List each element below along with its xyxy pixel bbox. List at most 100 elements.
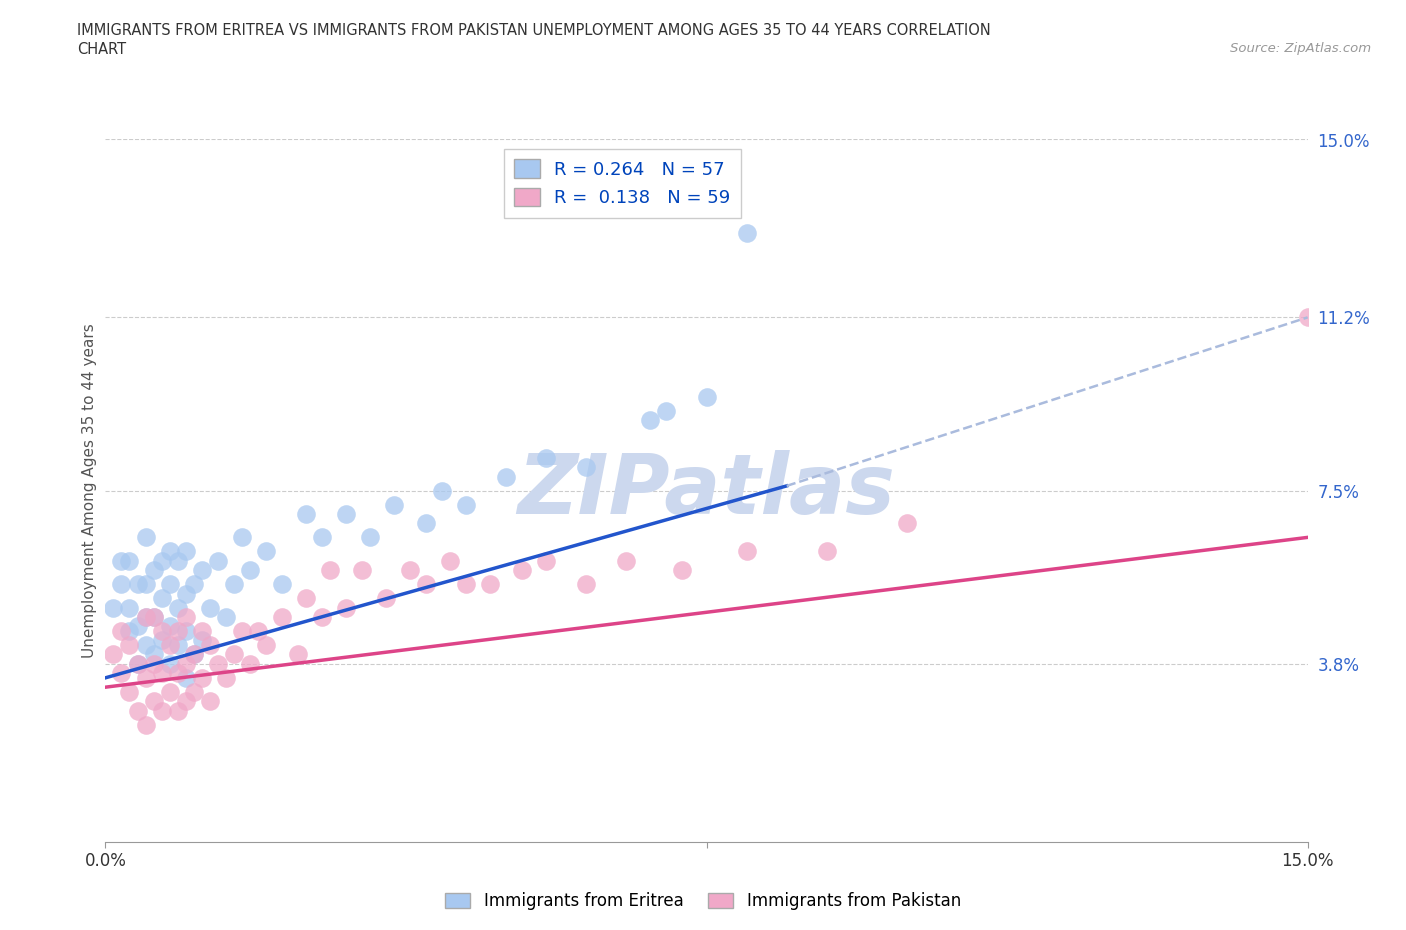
Point [270,577,292,591]
Point [150,553,173,568]
Point [735,544,758,559]
Point [534,553,557,568]
Point [399,563,422,578]
Point [335,507,357,522]
Point [174,624,197,639]
Point [222,647,245,662]
Point [239,563,262,578]
Point [150,703,173,718]
Point [150,633,173,648]
Point [159,544,181,559]
Legend: R = 0.264   N = 57, R =  0.138   N = 59: R = 0.264 N = 57, R = 0.138 N = 59 [503,149,741,218]
Point [311,609,333,624]
Point [415,516,437,531]
Point [166,624,188,639]
Point [231,624,253,639]
Point [159,577,181,591]
Point [374,591,398,605]
Point [575,577,598,591]
Point [495,469,517,484]
Point [127,577,149,591]
Point [254,638,277,653]
Point [174,609,197,624]
Point [118,684,141,699]
Point [150,624,173,639]
Text: CHART: CHART [77,42,127,57]
Point [198,638,221,653]
Point [110,577,132,591]
Point [198,600,221,615]
Point [246,624,269,639]
Y-axis label: Unemployment Among Ages 35 to 44 years: Unemployment Among Ages 35 to 44 years [82,324,97,658]
Point [118,600,141,615]
Point [166,600,188,615]
Point [454,498,477,512]
Point [142,647,165,662]
Point [183,684,205,699]
Point [183,577,205,591]
Point [159,684,181,699]
Point [190,633,212,648]
Point [159,618,181,633]
Point [103,647,125,662]
Point [142,563,165,578]
Point [430,484,453,498]
Point [103,600,125,615]
Point [142,694,165,709]
Point [142,609,165,624]
Point [135,671,157,685]
Point [135,530,157,545]
Point [183,647,205,662]
Point [174,544,197,559]
Point [127,657,149,671]
Point [150,591,173,605]
Point [174,671,197,685]
Point [127,618,149,633]
Point [150,666,173,681]
Point [207,553,229,568]
Point [166,553,188,568]
Point [183,647,205,662]
Point [174,657,197,671]
Point [142,609,165,624]
Point [118,553,141,568]
Point [110,666,132,681]
Point [142,657,165,671]
Point [166,666,188,681]
Point [110,553,132,568]
Point [311,530,333,545]
Point [190,624,212,639]
Point [454,577,477,591]
Point [174,694,197,709]
Point [231,530,253,545]
Point [350,563,373,578]
Point [159,638,181,653]
Text: IMMIGRANTS FROM ERITREA VS IMMIGRANTS FROM PAKISTAN UNEMPLOYMENT AMONG AGES 35 T: IMMIGRANTS FROM ERITREA VS IMMIGRANTS FR… [77,23,991,38]
Text: Source: ZipAtlas.com: Source: ZipAtlas.com [1230,42,1371,55]
Point [166,703,188,718]
Point [655,404,678,418]
Text: ZIPatlas: ZIPatlas [517,450,896,531]
Point [254,544,277,559]
Point [207,657,229,671]
Point [127,703,149,718]
Point [135,577,157,591]
Point [735,226,758,241]
Point [575,459,598,474]
Point [239,657,262,671]
Point [214,671,236,685]
Point [671,563,693,578]
Point [510,563,533,578]
Point [439,553,461,568]
Point [118,624,141,639]
Point [415,577,437,591]
Point [135,609,157,624]
Point [174,586,197,601]
Point [190,563,212,578]
Point [287,647,309,662]
Point [118,638,141,653]
Point [127,657,149,671]
Point [214,609,236,624]
Legend: Immigrants from Eritrea, Immigrants from Pakistan: Immigrants from Eritrea, Immigrants from… [439,885,967,917]
Point [166,638,188,653]
